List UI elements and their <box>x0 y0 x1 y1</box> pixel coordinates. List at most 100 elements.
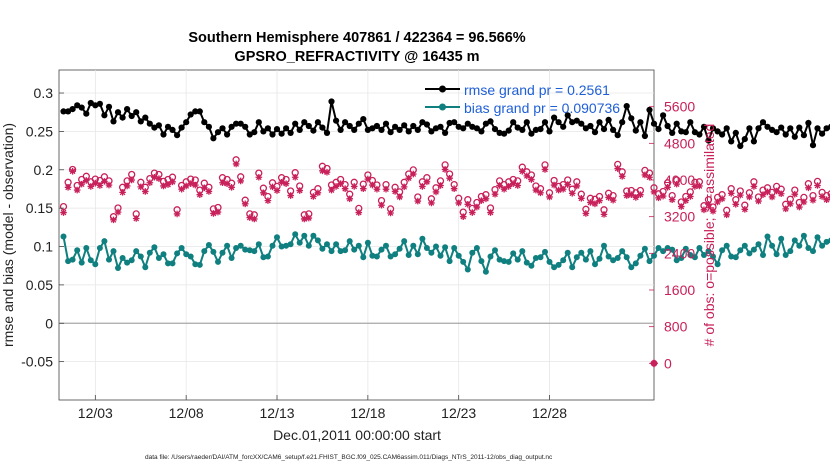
rmse-point-164 <box>805 119 812 127</box>
assimilated-point-28 <box>187 180 195 187</box>
assimilated-point-99 <box>509 180 517 187</box>
rmse-point-119 <box>600 126 608 133</box>
rmse-point-12 <box>114 109 122 116</box>
bias-point-106 <box>542 248 548 255</box>
rmse-point-93 <box>482 120 489 127</box>
bias-point-86 <box>451 245 458 251</box>
rmse-point-13 <box>119 114 126 121</box>
assimilated-point-151 <box>746 193 753 201</box>
y-tick-label-7: 0.3 <box>34 85 54 101</box>
bias-point-22 <box>160 251 167 258</box>
bias-point-163 <box>800 232 807 239</box>
assimilated-point-111 <box>564 181 572 188</box>
rmse-point-102 <box>523 119 530 126</box>
rmse-point-99 <box>510 119 517 126</box>
assimilated-point-88 <box>459 213 467 220</box>
rmse-point-146 <box>723 125 730 132</box>
rmse-point-140 <box>696 131 703 138</box>
bias-point-130 <box>651 252 657 259</box>
rmse-point-64 <box>351 126 358 133</box>
assimilated-point-156 <box>768 193 776 201</box>
assimilated-point-26 <box>178 185 185 193</box>
bias-point-65 <box>355 242 362 249</box>
bias-point-62 <box>342 247 349 254</box>
assimilated-point-5 <box>82 177 90 184</box>
rmse-point-47 <box>273 126 281 133</box>
bias-point-20 <box>151 244 158 251</box>
assimilated-point-134 <box>668 196 676 204</box>
bias-point-61 <box>337 248 344 255</box>
y-tick-label-2: 0.05 <box>26 277 53 293</box>
assimilated-point-54 <box>305 214 313 222</box>
rmse-point-24 <box>169 126 176 133</box>
rmse-point-142 <box>705 137 712 144</box>
assimilated-point-91 <box>473 203 481 211</box>
bias-point-118 <box>596 255 603 262</box>
rmse-point-10 <box>105 103 113 110</box>
rmse-point-74 <box>396 126 403 133</box>
rmse-point-15 <box>128 112 135 120</box>
x-tick-label-4: 12/23 <box>441 405 476 421</box>
assimilated-point-23 <box>164 181 172 188</box>
bias-point-57 <box>319 245 326 252</box>
y-tick-label-3: 0.1 <box>34 239 54 255</box>
bias-point-139 <box>691 254 698 261</box>
assimilated-point-114 <box>578 195 585 202</box>
assimilated-point-163 <box>800 198 808 206</box>
rmse-point-106 <box>541 119 549 126</box>
assimilated-point-0 <box>60 209 67 216</box>
bias-point-122 <box>614 255 621 261</box>
assimilated-point-129 <box>646 173 653 181</box>
rmse-point-83 <box>437 123 444 130</box>
rmse-point-107 <box>546 128 553 135</box>
assimilated-point-122 <box>614 165 621 172</box>
assimilated-point-92 <box>478 197 485 204</box>
assimilated-point-105 <box>537 189 544 197</box>
bias-point-98 <box>505 258 512 265</box>
right-tick-label-6: 4800 <box>664 135 695 151</box>
assimilated-point-7 <box>92 179 99 187</box>
rmse-point-26 <box>178 124 185 131</box>
rmse-point-144 <box>714 128 721 135</box>
rmse-point-163 <box>800 132 808 139</box>
bias-point-53 <box>301 232 308 239</box>
y-tick-label-4: 0.15 <box>26 200 53 216</box>
assimilated-point-137 <box>682 197 690 204</box>
bias-point-119 <box>601 242 607 249</box>
bias-point-43 <box>255 241 262 248</box>
bias-point-109 <box>555 261 562 268</box>
bias-point-9 <box>101 238 108 245</box>
rmse-point-38 <box>233 120 240 127</box>
bias-point-117 <box>592 261 598 268</box>
rmse-point-59 <box>328 98 335 105</box>
assimilated-point-44 <box>260 189 267 197</box>
bias-point-149 <box>737 247 744 254</box>
assimilated-point-160 <box>786 200 794 208</box>
assimilated-point-78 <box>414 197 422 205</box>
rmse-point-63 <box>346 122 353 130</box>
bias-point-161 <box>791 237 798 244</box>
bias-point-68 <box>369 252 376 259</box>
bias-point-146 <box>723 242 730 249</box>
assimilated-point-12 <box>114 208 122 216</box>
assimilated-point-93 <box>482 195 490 203</box>
assimilated-point-82 <box>432 188 440 196</box>
rmse-point-162 <box>796 124 803 131</box>
rmse-point-57 <box>319 124 326 131</box>
assimilated-point-145 <box>718 195 726 203</box>
y-axis-left-label: rmse and bias (model - observation) <box>0 123 16 347</box>
bias-point-111 <box>564 249 571 256</box>
assimilated-point-126 <box>632 194 640 201</box>
rmse-point-97 <box>501 130 508 137</box>
bias-point-29 <box>192 261 199 268</box>
rmse-point-58 <box>323 129 331 136</box>
bias-point-85 <box>446 258 453 265</box>
rmse-point-131 <box>655 126 662 133</box>
bias-point-81 <box>428 249 435 256</box>
rmse-point-70 <box>378 126 385 133</box>
x-axis-label: Dec.01,2011 00:00:00 start <box>273 427 441 443</box>
rmse-point-161 <box>791 133 798 140</box>
assimilated-point-104 <box>532 186 540 194</box>
assimilated-point-167 <box>818 193 826 200</box>
